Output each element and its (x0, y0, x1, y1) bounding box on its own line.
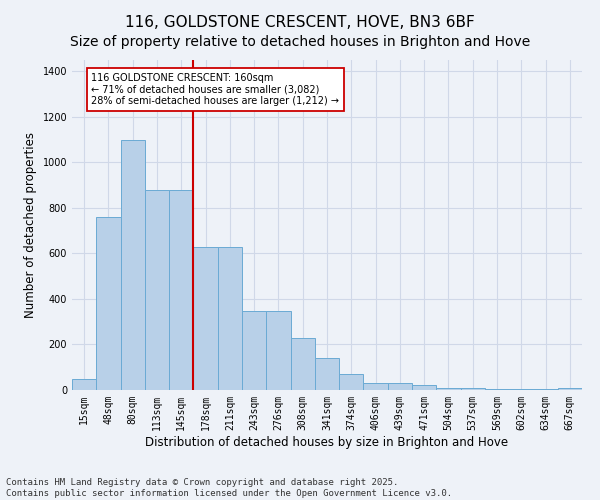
Bar (485, 389, 509, 390)
Text: 116, GOLDSTONE CRESCENT, HOVE, BN3 6BF: 116, GOLDSTONE CRESCENT, HOVE, BN3 6BF (125, 15, 475, 30)
Bar (315, 358, 339, 390)
Bar (388, 383, 412, 390)
Bar (436, 388, 461, 390)
Bar (558, 388, 582, 390)
Bar (169, 190, 193, 390)
Y-axis label: Number of detached properties: Number of detached properties (24, 132, 37, 318)
Bar (218, 246, 242, 390)
Bar (290, 338, 315, 390)
Bar (96, 217, 121, 390)
Bar (121, 140, 145, 390)
Bar (242, 312, 266, 390)
Bar (412, 386, 436, 390)
Bar (145, 190, 169, 390)
Text: 116 GOLDSTONE CRESCENT: 160sqm
← 71% of detached houses are smaller (3,082)
28% : 116 GOLDSTONE CRESCENT: 160sqm ← 71% of … (91, 72, 340, 106)
Bar (72, 378, 96, 390)
Bar (193, 246, 218, 390)
Bar (461, 388, 485, 390)
Bar (364, 383, 388, 390)
Text: Contains HM Land Registry data © Crown copyright and database right 2025.
Contai: Contains HM Land Registry data © Crown c… (6, 478, 452, 498)
Bar (509, 389, 533, 390)
Bar (339, 374, 364, 390)
Bar (266, 312, 290, 390)
X-axis label: Distribution of detached houses by size in Brighton and Hove: Distribution of detached houses by size … (145, 436, 509, 448)
Text: Size of property relative to detached houses in Brighton and Hove: Size of property relative to detached ho… (70, 35, 530, 49)
